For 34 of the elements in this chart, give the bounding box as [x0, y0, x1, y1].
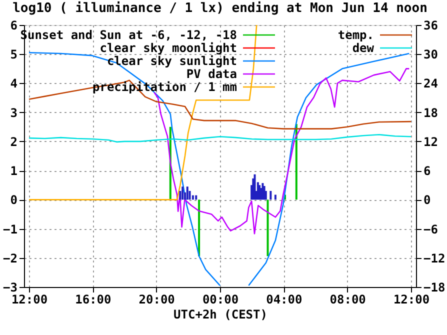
- y2-tick-label: 36: [424, 18, 438, 32]
- y-tick-label: 6: [10, 18, 18, 32]
- x-tick-label: 04:00: [266, 292, 302, 306]
- legend-label: PV data: [186, 67, 237, 81]
- y-tick-label: 4: [10, 76, 18, 91]
- y-tick-label: −2: [3, 251, 18, 266]
- y2-tick-label: 6: [424, 164, 431, 178]
- y-tick-label: 2: [10, 134, 18, 149]
- y2-tick-label: 24: [424, 76, 438, 91]
- y2-tick-label: 30: [424, 48, 438, 62]
- x-tick-label: 08:00: [330, 292, 366, 306]
- y2-tick-label: −6: [424, 222, 438, 236]
- y2-tick-label: −18: [424, 280, 446, 294]
- x-tick-label: 12:00: [11, 292, 48, 306]
- legend-label: clear sky moonlight: [100, 41, 237, 55]
- y2-tick-label: −12: [424, 251, 446, 266]
- y-tick-label: 5: [10, 48, 18, 62]
- y2-tick-label: 0: [424, 193, 431, 208]
- x-tick-label: 16:00: [75, 292, 112, 306]
- y2-tick-label: 12: [424, 134, 438, 149]
- y-tick-label: −3: [3, 280, 18, 294]
- x-tick-label: 12:00: [393, 292, 430, 306]
- y-tick-label: 3: [10, 106, 18, 120]
- y-tick-label: 0: [10, 193, 18, 208]
- legend-label: dew: [352, 41, 375, 55]
- y2-tick-label: 18: [424, 106, 438, 120]
- y-tick-label: −1: [3, 222, 18, 236]
- y-tick-label: 1: [10, 164, 18, 178]
- x-axis-title: UTC+2h (CEST): [174, 308, 268, 322]
- chart-title: log10 ( illuminance / 1 lx) ending at Mon Jun 14 noon: [12, 1, 428, 16]
- x-tick-label: 20:00: [138, 292, 175, 306]
- legend-label: clear sky sunlight: [106, 54, 237, 68]
- legend-label: temp.: [338, 28, 374, 42]
- x-tick-label: 00:00: [202, 292, 239, 306]
